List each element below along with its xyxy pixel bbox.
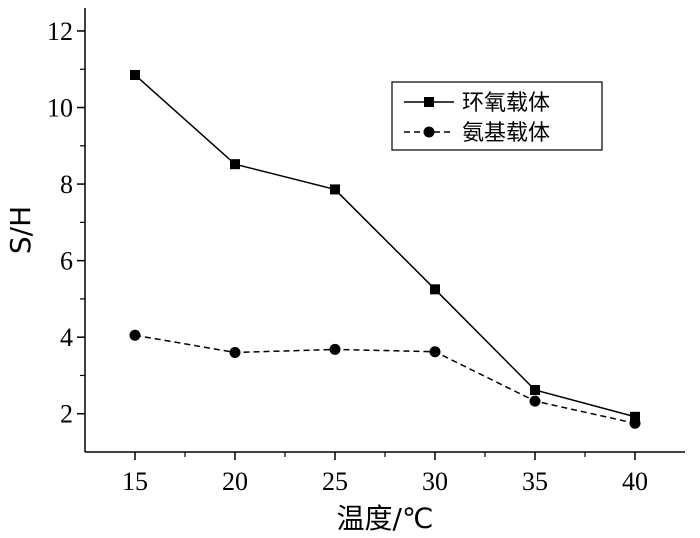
x-tick-label: 25 [322,467,348,496]
y-tick-label: 8 [60,170,73,199]
series-line [134,74,636,418]
x-tick-label: 35 [522,467,548,496]
series-2 [129,329,641,429]
data-point [629,417,641,429]
x-tick-label: 15 [122,467,148,496]
y-tick-label: 6 [60,247,73,276]
data-point [330,184,340,195]
series-1 [130,69,640,422]
legend-label: 氨基载体 [462,121,550,146]
y-tick-label: 4 [60,323,73,352]
data-point [229,346,241,358]
legend-item: 氨基载体 [404,121,550,146]
y-tick-label: 2 [60,400,73,429]
data-point [230,159,240,170]
x-tick-label: 30 [422,467,448,496]
legend-marker [423,126,435,138]
legend-item: 环氧载体 [404,91,550,116]
data-point [130,69,140,80]
data-point [429,346,441,358]
data-point [529,395,541,407]
y-tick-label: 12 [47,17,73,46]
data-point [530,384,540,395]
legend-marker [424,97,434,107]
data-point [630,411,640,422]
x-axis-title: 温度/℃ [337,502,434,535]
x-axis-ticks: 15 20 25 30 35 40 [122,452,648,496]
y-axis-title: S/H [4,206,37,254]
series-layer [129,69,641,429]
data-point [129,329,141,341]
series-line [134,334,636,425]
x-tick-label: 40 [622,467,648,496]
axes [84,8,685,453]
y-axis-ticks: 2 4 6 8 10 12 [47,17,85,429]
data-point [329,343,341,355]
x-tick-label: 20 [222,467,248,496]
y-tick-label: 10 [47,94,73,123]
data-point [430,284,440,295]
legend-box [391,81,603,151]
legend-label: 环氧载体 [462,91,550,116]
